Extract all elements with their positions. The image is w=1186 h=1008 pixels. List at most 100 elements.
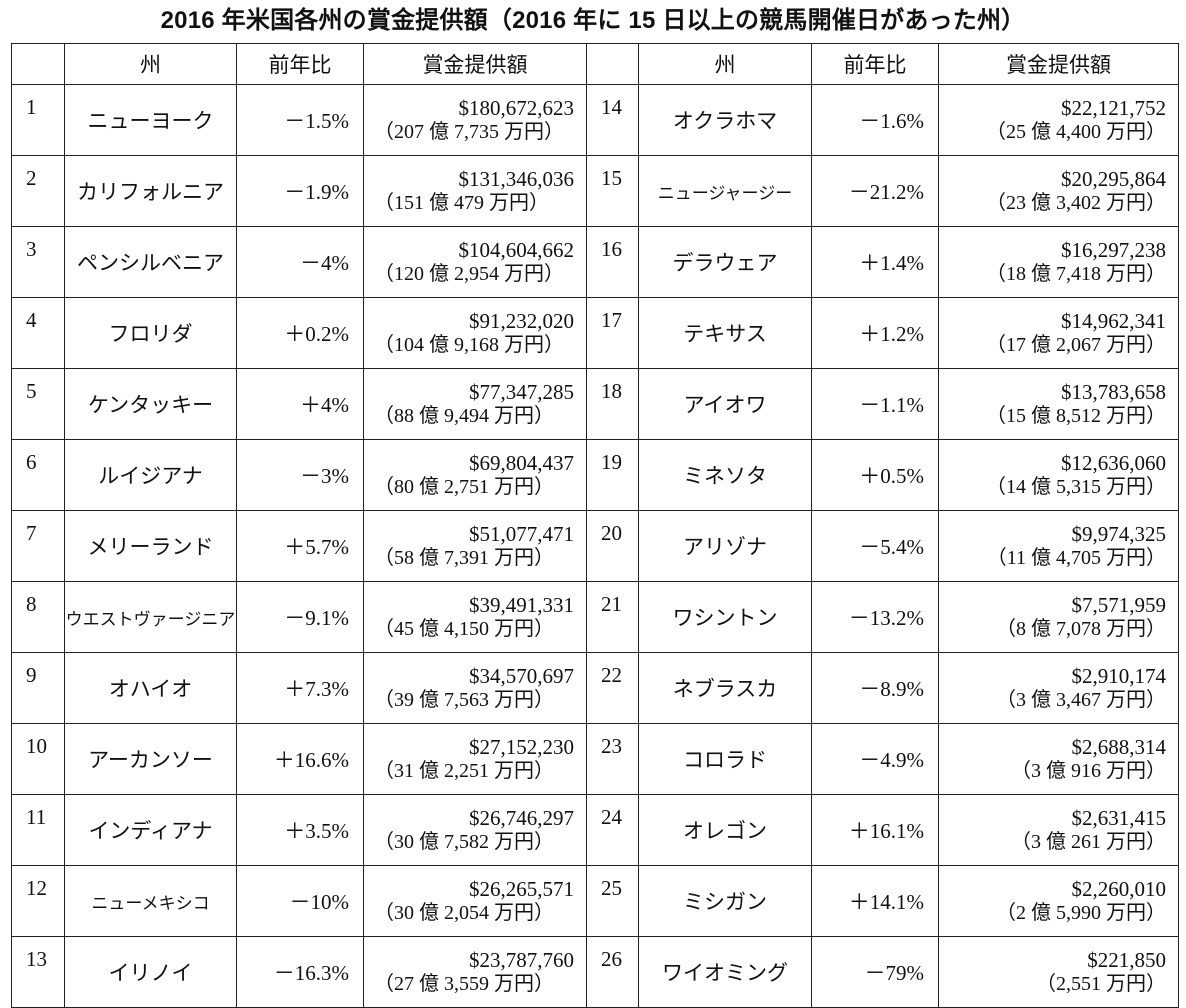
rank-cell: 4 — [11, 297, 65, 369]
purse-usd: $26,265,571 — [469, 877, 574, 901]
purse-cell: $9,974,325 （11 億 4,705 万円） — [938, 510, 1179, 582]
table-row: 3 ペンシルベニア －4% $104,604,662 （120 億 2,954 万円） 1… — [11, 226, 1179, 298]
rank-cell: 12 — [11, 865, 65, 937]
purse-cell: $14,962,341 （17 億 2,067 万円） — [938, 297, 1179, 369]
rank-cell: 23 — [586, 723, 639, 795]
purse-jpy: （3 億 261 万円） — [1011, 831, 1166, 853]
change-cell: －1.1% — [811, 368, 939, 440]
purse-jpy: （2,551 万円） — [1036, 973, 1166, 995]
purse-cell: $2,631,415 （3 億 261 万円） — [938, 794, 1179, 866]
purse-jpy: （14 億 5,315 万円） — [986, 476, 1166, 498]
state-cell: ニューメキシコ — [64, 865, 237, 937]
rank-cell: 14 — [586, 84, 639, 156]
rank-cell: 1 — [11, 84, 65, 156]
purse-cell: $12,636,060 （14 億 5,315 万円） — [938, 439, 1179, 511]
state-cell: ルイジアナ — [64, 439, 237, 511]
state-cell: ミシガン — [638, 865, 812, 937]
table-body: 1 ニューヨーク －1.5% $180,672,623 （207 億 7,735 万円）… — [11, 84, 1179, 1008]
purse-usd: $9,974,325 — [1071, 522, 1167, 546]
purse-cell: $16,297,238 （18 億 7,418 万円） — [938, 226, 1179, 298]
purse-jpy: （39 億 7,563 万円） — [374, 689, 554, 711]
purse-jpy: （58 億 7,391 万円） — [374, 547, 554, 569]
purse-usd: $2,910,174 — [1071, 664, 1167, 688]
rank-cell: 5 — [11, 368, 65, 440]
purse-cell: $26,746,297 （30 億 7,582 万円） — [363, 794, 587, 866]
purse-cell: $221,850 （2,551 万円） — [938, 936, 1179, 1008]
change-cell: －4.9% — [811, 723, 939, 795]
purse-usd: $51,077,471 — [469, 522, 574, 546]
change-cell: ＋0.5% — [811, 439, 939, 511]
table-title: 2016 年米国各州の賞金提供額（2016 年に 15 日以上の競馬開催日があっ… — [160, 7, 1026, 34]
header-rank-left — [11, 43, 65, 85]
purse-jpy: （27 億 3,559 万円） — [374, 973, 554, 995]
state-cell: イリノイ — [64, 936, 237, 1008]
purse-usd: $34,570,697 — [469, 664, 574, 688]
purse-cell: $77,347,285 （88 億 9,494 万円） — [363, 368, 587, 440]
rank-cell: 9 — [11, 652, 65, 724]
table-row: 10 アーカンソー ＋16.6% $27,152,230 （31 億 2,251 万円）… — [11, 723, 1179, 795]
purse-cell: $7,571,959 （8 億 7,078 万円） — [938, 581, 1179, 653]
header-purse-left: 賞金提供額 — [363, 43, 587, 85]
purse-usd: $26,746,297 — [469, 806, 574, 830]
rank-cell: 20 — [586, 510, 639, 582]
purse-jpy: （30 億 7,582 万円） — [374, 831, 554, 853]
purse-jpy: （3 億 916 万円） — [1011, 760, 1166, 782]
change-cell: ＋0.2% — [236, 297, 364, 369]
change-cell: －5.4% — [811, 510, 939, 582]
purse-usd: $131,346,036 — [458, 167, 575, 191]
change-cell: －9.1% — [236, 581, 364, 653]
purse-jpy: （151 億 479 万円） — [374, 192, 549, 214]
change-cell: －79% — [811, 936, 939, 1008]
purse-jpy: （30 億 2,054 万円） — [374, 902, 554, 924]
purse-jpy: （207 億 7,735 万円） — [374, 121, 564, 143]
purse-cell: $22,121,752 （25 億 4,400 万円） — [938, 84, 1179, 156]
purse-cell: $13,783,658 （15 億 8,512 万円） — [938, 368, 1179, 440]
purse-cell: $27,152,230 （31 億 2,251 万円） — [363, 723, 587, 795]
header-rank-right — [586, 43, 639, 85]
purse-cell: $69,804,437 （80 億 2,751 万円） — [363, 439, 587, 511]
header-change-right: 前年比 — [811, 43, 939, 85]
header-row: 州 前年比 賞金提供額 州 前年比 賞金提供額 — [11, 43, 1179, 85]
table-row: 8 ウエストヴァージニア －9.1% $39,491,331 （45 億 4,150 万… — [11, 581, 1179, 653]
change-cell: －10% — [236, 865, 364, 937]
purse-usd: $69,804,437 — [469, 451, 574, 475]
purse-usd: $39,491,331 — [469, 593, 574, 617]
change-cell: －3% — [236, 439, 364, 511]
header-change-left: 前年比 — [236, 43, 364, 85]
change-cell: ＋3.5% — [236, 794, 364, 866]
purse-jpy: （17 億 2,067 万円） — [986, 334, 1166, 356]
state-cell: フロリダ — [64, 297, 237, 369]
purse-jpy: （120 億 2,954 万円） — [374, 263, 564, 285]
rank-cell: 10 — [11, 723, 65, 795]
state-cell: ミネソタ — [638, 439, 812, 511]
rank-cell: 25 — [586, 865, 639, 937]
rank-cell: 24 — [586, 794, 639, 866]
change-cell: ＋5.7% — [236, 510, 364, 582]
purse-cell: $2,260,010 （2 億 5,990 万円） — [938, 865, 1179, 937]
purse-jpy: （31 億 2,251 万円） — [374, 760, 554, 782]
rank-cell: 2 — [11, 155, 65, 227]
state-cell: アイオワ — [638, 368, 812, 440]
purse-usd: $16,297,238 — [1061, 238, 1166, 262]
change-cell: －4% — [236, 226, 364, 298]
purse-usd: $2,260,010 — [1071, 877, 1167, 901]
rank-cell: 3 — [11, 226, 65, 298]
header-state-right: 州 — [638, 43, 812, 85]
state-cell: インディアナ — [64, 794, 237, 866]
purse-cell: $180,672,623 （207 億 7,735 万円） — [363, 84, 587, 156]
state-cell: テキサス — [638, 297, 812, 369]
purse-usd: $7,571,959 — [1071, 593, 1167, 617]
state-cell: デラウェア — [638, 226, 812, 298]
state-cell: メリーランド — [64, 510, 237, 582]
purse-jpy: （11 億 4,705 万円） — [986, 547, 1166, 569]
table-row: 13 イリノイ －16.3% $23,787,760 （27 億 3,559 万円） 26… — [11, 936, 1179, 1008]
rank-cell: 17 — [586, 297, 639, 369]
purse-usd: $180,672,623 — [458, 96, 575, 120]
purse-jpy: （88 億 9,494 万円） — [374, 405, 554, 427]
purse-cell: $26,265,571 （30 億 2,054 万円） — [363, 865, 587, 937]
purse-usd: $27,152,230 — [469, 735, 574, 759]
purse-usd: $91,232,020 — [469, 309, 574, 333]
change-cell: －1.6% — [811, 84, 939, 156]
state-cell: ニューヨーク — [64, 84, 237, 156]
document-page: 2016 年米国各州の賞金提供額（2016 年に 15 日以上の競馬開催日があっ… — [11, 7, 1179, 1008]
